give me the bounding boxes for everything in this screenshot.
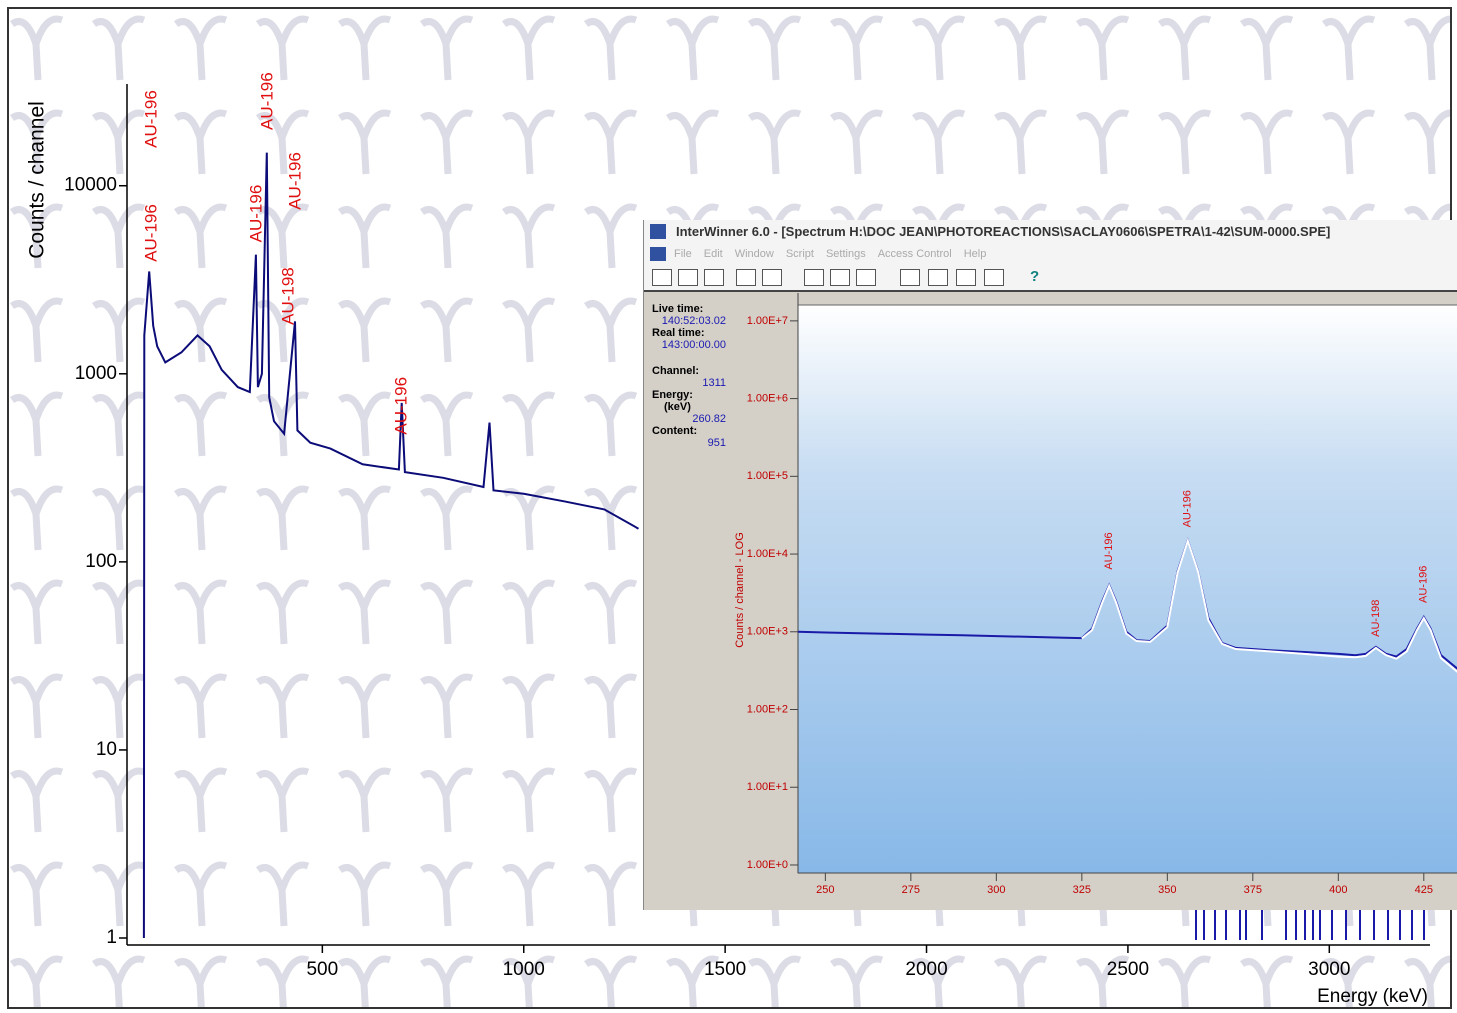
- x-tick-label: 1000: [503, 959, 545, 980]
- window-title: InterWinner 6.0 - [Spectrum H:\DOC JEAN\…: [676, 224, 1331, 239]
- peak-label: AU-198: [1370, 600, 1382, 637]
- tool-button[interactable]: [856, 269, 876, 286]
- menu-item: File: [674, 248, 692, 260]
- peak-label: AU-196: [392, 377, 411, 435]
- info-label: Real time:: [652, 327, 705, 339]
- tool-button[interactable]: [652, 269, 672, 286]
- tool-button[interactable]: [736, 269, 756, 286]
- x-axis-title: Energy (keV): [1317, 986, 1428, 1007]
- y-tick-label: 1000: [75, 363, 117, 384]
- info-value: 951: [707, 437, 726, 449]
- spectrum-line: [142, 152, 639, 939]
- peak-label: AU-196: [286, 152, 305, 210]
- menu-item: Window: [734, 248, 774, 260]
- peak-label: AU-196: [1418, 566, 1430, 603]
- tool-button[interactable]: [984, 269, 1004, 286]
- inset-chart: Counts / channel - LOG 1.00E+0 1.00E+1 1.0…: [734, 293, 1457, 896]
- x-tick-label: 400: [1329, 884, 1347, 896]
- info-panel: Live time: 140:52:03.02 Real time: 143:00:0…: [652, 303, 726, 449]
- x-tick-label: 300: [987, 884, 1005, 896]
- y-tick-label: 1.00E+3: [747, 626, 788, 638]
- info-value: 140:52:03.02: [661, 315, 726, 327]
- y-axis-title: Counts / channel - LOG: [734, 532, 746, 648]
- help-button[interactable]: ?: [1030, 268, 1040, 285]
- y-tick-label: 100: [85, 551, 117, 572]
- y-tick-label: 10000: [64, 175, 117, 196]
- tool-button[interactable]: [704, 269, 724, 286]
- y-tick-label: 10: [96, 739, 117, 760]
- x-tick-label: 250: [816, 884, 834, 896]
- tool-button[interactable]: [928, 269, 948, 286]
- y-tick-label: 1.00E+6: [747, 393, 788, 405]
- menu-bar: File Edit Window Script Settings Access Contr…: [644, 244, 1457, 264]
- x-tick-label: 500: [306, 959, 338, 980]
- info-value: 1311: [702, 377, 726, 389]
- peak-label: AU-196: [247, 185, 266, 243]
- id-bars: [1195, 910, 1425, 940]
- tool-button[interactable]: [830, 269, 850, 286]
- info-label: Energy:: [652, 389, 693, 401]
- peak-label: AU-196: [141, 204, 160, 262]
- menu-item: Help: [963, 248, 987, 260]
- y-tick-label: 1.00E+0: [747, 859, 788, 871]
- info-value: 260.82: [692, 413, 726, 425]
- y-tick-label: 1: [106, 927, 117, 948]
- peak-label: AU-196: [141, 90, 160, 148]
- toolbar: ?: [644, 264, 1457, 292]
- info-label: Content:: [652, 425, 698, 437]
- menu-item: Settings: [825, 248, 866, 260]
- peak-label: AU-196: [1103, 532, 1115, 569]
- menu-item: Edit: [703, 248, 723, 260]
- tool-button[interactable]: [956, 269, 976, 286]
- info-value: 143:00:00.00: [661, 339, 726, 351]
- y-tick-label: 1.00E+5: [747, 470, 788, 482]
- info-label: Live time:: [652, 303, 704, 315]
- x-tick-label: 375: [1244, 884, 1262, 896]
- info-unit: (keV): [664, 401, 691, 413]
- y-tick-label: 1.00E+7: [747, 315, 788, 327]
- menu-item: Access Control: [877, 248, 952, 260]
- x-tick-label: 3000: [1308, 959, 1350, 980]
- x-tick-label: 325: [1073, 884, 1091, 896]
- peak-label: AU-198: [278, 267, 297, 325]
- title-bar: InterWinner 6.0 - [Spectrum H:\DOC JEAN\…: [644, 220, 1457, 244]
- y-tick-label: 1.00E+4: [747, 548, 788, 560]
- x-tick-label: 1500: [704, 959, 746, 980]
- tool-button[interactable]: [762, 269, 782, 286]
- x-tick-label: 2000: [905, 959, 947, 980]
- info-label: Channel:: [652, 365, 700, 377]
- peak-label: AU-196: [1182, 490, 1194, 527]
- interwinner-window: InterWinner 6.0 - [Spectrum H:\DOC JEAN\…: [643, 220, 1457, 910]
- peak-label: AU-196: [257, 72, 276, 130]
- x-tick-label: 350: [1158, 884, 1176, 896]
- tool-button[interactable]: [804, 269, 824, 286]
- y-tick-label: 1.00E+2: [747, 703, 788, 715]
- x-tick-label: 2500: [1107, 959, 1149, 980]
- menu-item: Script: [785, 248, 814, 260]
- y-tick-label: 1.00E+1: [747, 781, 788, 793]
- tool-button[interactable]: [900, 269, 920, 286]
- spectrum-line: [1081, 537, 1457, 673]
- x-tick-label: 425: [1415, 884, 1433, 896]
- plot-area: [797, 304, 1457, 874]
- y-axis-title: Counts / channel: [26, 101, 49, 259]
- x-tick-label: 275: [902, 884, 920, 896]
- doc-icon: [650, 247, 666, 261]
- app-icon: [650, 224, 666, 239]
- tool-button[interactable]: [678, 269, 698, 286]
